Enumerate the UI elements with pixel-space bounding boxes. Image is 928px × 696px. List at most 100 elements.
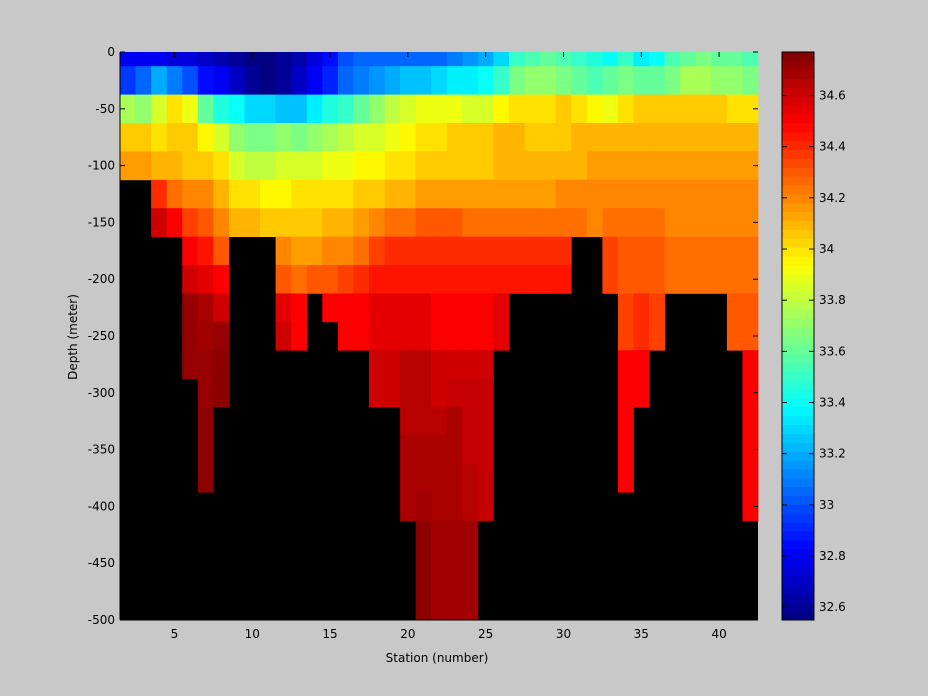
y-tick-label: -500 — [88, 613, 115, 627]
colorbar-step — [782, 149, 814, 159]
heatmap-cell — [291, 208, 308, 237]
heatmap-cell — [431, 293, 448, 323]
heatmap-cell — [493, 321, 510, 351]
heatmap-cell — [617, 94, 634, 124]
heatmap-cell — [384, 265, 401, 294]
x-tick-label: 35 — [634, 627, 649, 641]
colorbar-tick-label: 32.8 — [819, 549, 846, 563]
heatmap-cell — [446, 435, 463, 465]
colorbar-step — [782, 96, 814, 106]
heatmap-cell — [649, 66, 666, 95]
heatmap-cell — [493, 123, 510, 152]
heatmap-cell — [353, 94, 370, 124]
heatmap-cell — [322, 66, 339, 95]
heatmap-cell — [213, 66, 230, 95]
heatmap-cell — [462, 265, 479, 294]
heatmap-cell — [275, 293, 292, 323]
heatmap-cell — [275, 52, 292, 67]
colorbar-tick-label: 34 — [819, 242, 834, 256]
heatmap-cell — [446, 123, 463, 152]
heatmap-cell — [182, 293, 199, 323]
heatmap-cell — [353, 265, 370, 294]
heatmap-cell — [384, 94, 401, 124]
y-tick-label: -400 — [88, 499, 115, 513]
heatmap-cell — [384, 179, 401, 209]
heatmap-cell — [260, 94, 277, 124]
heatmap-cell — [400, 378, 417, 408]
heatmap-cell — [166, 179, 183, 209]
heatmap-cell — [446, 492, 463, 521]
heatmap-cell — [213, 151, 230, 181]
heatmap-cell — [291, 66, 308, 95]
heatmap-cell — [462, 463, 479, 493]
heatmap-cell — [649, 94, 666, 124]
heatmap-cell — [680, 52, 697, 67]
heatmap-cell — [477, 293, 494, 323]
heatmap-cell — [524, 179, 541, 209]
heatmap-cell — [649, 151, 666, 181]
heatmap-cell — [477, 435, 494, 465]
heatmap-cell — [726, 265, 743, 294]
heatmap-cell — [726, 52, 743, 67]
heatmap-cell — [649, 208, 666, 237]
heatmap-cell — [197, 350, 214, 379]
heatmap-cell — [213, 350, 230, 379]
heatmap-cell — [462, 435, 479, 465]
heatmap-cell — [695, 265, 712, 294]
heatmap-cell — [197, 378, 214, 408]
heatmap-cell — [400, 52, 417, 67]
x-tick-label: 40 — [711, 627, 726, 641]
heatmap-cell — [368, 293, 385, 323]
heatmap-cell — [617, 179, 634, 209]
heatmap-cell — [711, 236, 728, 266]
colorbar-step — [782, 362, 814, 372]
heatmap-cell — [649, 123, 666, 152]
heatmap-cell — [213, 378, 230, 408]
heatmap-cell — [197, 66, 214, 95]
heatmap-cell — [446, 549, 463, 578]
heatmap-cell — [540, 208, 557, 237]
heatmap-cell — [400, 407, 417, 436]
heatmap-cell — [415, 265, 432, 294]
heatmap-cell — [400, 208, 417, 237]
heatmap-cell — [275, 151, 292, 181]
heatmap-cell — [166, 208, 183, 237]
heatmap-cell — [322, 123, 339, 152]
heatmap-cell — [415, 208, 432, 237]
heatmap-cell — [337, 265, 354, 294]
heatmap-cell — [726, 208, 743, 237]
heatmap-cell — [477, 236, 494, 266]
heatmap-cell — [415, 151, 432, 181]
heatmap-cell — [306, 265, 323, 294]
colorbar-tick-label: 32.6 — [819, 600, 846, 614]
heatmap-cell — [602, 208, 619, 237]
heatmap-cell — [244, 151, 261, 181]
heatmap-cell — [353, 208, 370, 237]
heatmap-cell — [462, 208, 479, 237]
heatmap-cell — [291, 52, 308, 67]
y-axis-ticks: 0 -50 -100 -150 -200 -250 -300 -350 -400 -450 -500 — [88, 45, 758, 627]
heatmap-cell — [306, 94, 323, 124]
colorbar-step — [782, 273, 814, 284]
heatmap-cell — [571, 179, 588, 209]
heatmap-cell — [431, 549, 448, 578]
heatmap-cell — [633, 293, 650, 323]
colorbar-step — [782, 575, 814, 585]
heatmap-cell — [446, 577, 463, 607]
heatmap-cell — [120, 94, 136, 124]
heatmap-cell — [509, 66, 525, 95]
heatmap-cell — [260, 208, 277, 237]
heatmap-cell — [711, 66, 728, 95]
heatmap-cell — [695, 52, 712, 67]
heatmap-cell — [400, 123, 417, 152]
heatmap-cell — [617, 321, 634, 351]
colorbar-step — [782, 291, 814, 301]
heatmap-cell — [337, 236, 354, 266]
colorbar-tick-label: 34.6 — [819, 88, 846, 102]
y-tick-label: -50 — [95, 102, 115, 116]
heatmap-cell — [742, 123, 759, 152]
heatmap-cell — [431, 605, 448, 621]
colorbar-step — [782, 451, 814, 461]
colorbar-step — [782, 549, 814, 559]
heatmap-cell — [384, 321, 401, 351]
